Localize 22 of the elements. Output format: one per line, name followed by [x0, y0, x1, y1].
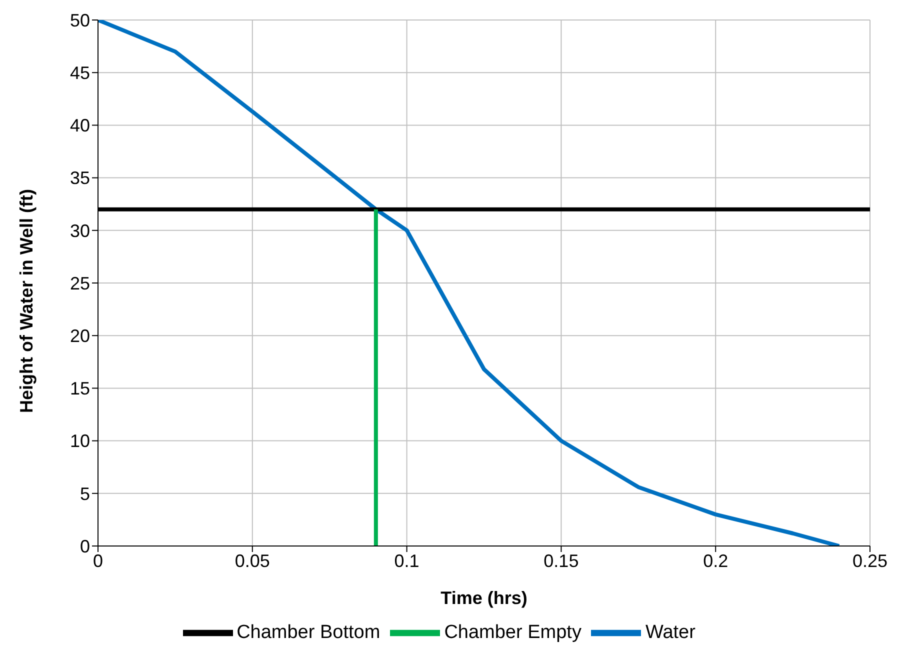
y-tick-label: 50	[70, 10, 90, 30]
x-tick-label: 0.05	[234, 550, 270, 571]
y-tick-label: 30	[70, 220, 90, 241]
y-axis-title: Height of Water in Well (ft)	[16, 189, 36, 413]
y-tick-label: 25	[70, 273, 90, 294]
y-tick-label: 35	[70, 168, 90, 188]
y-tick-label: 40	[70, 116, 90, 136]
x-tick-label: 0	[92, 550, 104, 571]
y-tick-label: 5	[80, 484, 90, 504]
legend-label: Chamber Bottom	[236, 622, 380, 644]
legend-label: Water	[645, 622, 696, 644]
y-tick-label: 20	[70, 326, 90, 346]
x-tick-label: 0.1	[394, 550, 420, 571]
y-tick-label: 0	[80, 536, 90, 556]
x-axis-title: Time (hrs)	[440, 588, 528, 608]
y-tick-label: 15	[70, 378, 90, 399]
legend-label: Chamber Empty	[444, 622, 582, 644]
x-tick-label: 0.15	[544, 550, 579, 571]
y-tick-label: 45	[70, 62, 90, 83]
x-tick-label: 0.25	[852, 550, 888, 571]
y-tick-label: 10	[70, 431, 90, 452]
x-tick-label: 0.2	[703, 550, 728, 571]
